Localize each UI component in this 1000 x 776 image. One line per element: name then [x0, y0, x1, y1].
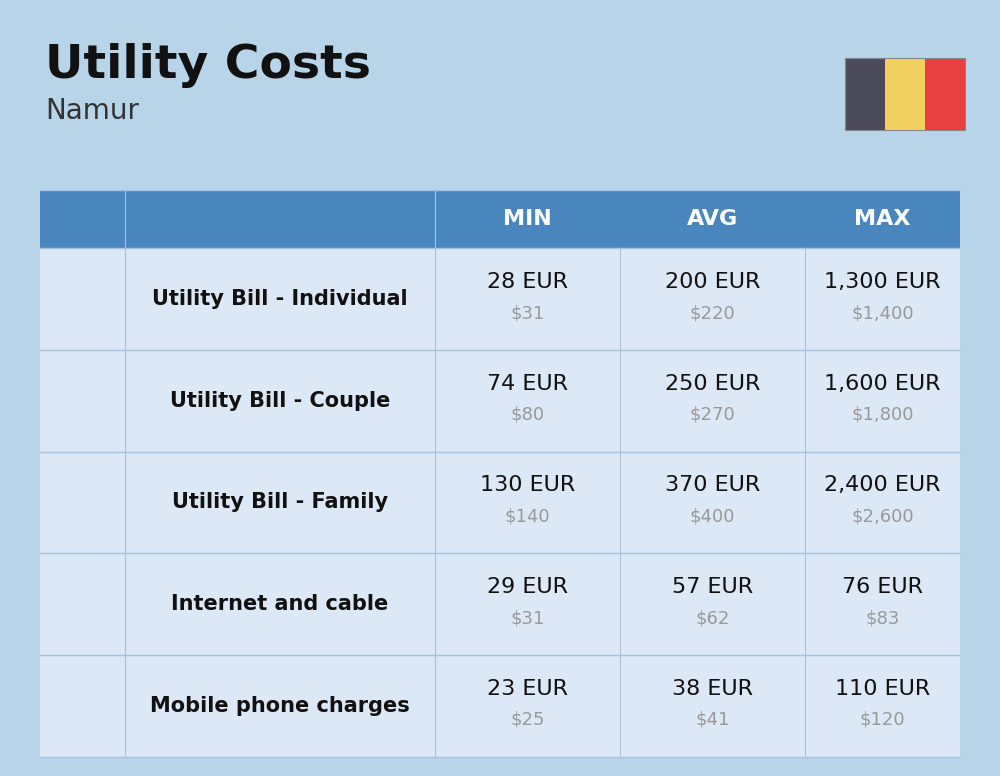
Text: $31: $31	[510, 304, 545, 322]
Text: AVG: AVG	[687, 210, 738, 229]
Text: $270: $270	[690, 406, 735, 424]
Text: 38 EUR: 38 EUR	[672, 679, 753, 698]
Text: 74 EUR: 74 EUR	[487, 374, 568, 393]
Text: $140: $140	[505, 508, 550, 525]
Text: 23 EUR: 23 EUR	[487, 679, 568, 698]
Text: 130 EUR: 130 EUR	[480, 476, 575, 495]
Text: $2,600: $2,600	[851, 508, 914, 525]
Text: Utility Costs: Utility Costs	[45, 43, 371, 88]
Text: $62: $62	[695, 609, 730, 627]
Text: 1,600 EUR: 1,600 EUR	[824, 374, 941, 393]
Text: Namur: Namur	[45, 97, 139, 125]
Text: Mobile phone charges: Mobile phone charges	[150, 696, 410, 715]
Text: 57 EUR: 57 EUR	[672, 577, 753, 597]
Text: 76 EUR: 76 EUR	[842, 577, 923, 597]
Text: $31: $31	[510, 609, 545, 627]
Text: $120: $120	[860, 711, 905, 729]
Text: Utility Bill - Individual: Utility Bill - Individual	[152, 289, 408, 309]
Text: 1,300 EUR: 1,300 EUR	[824, 272, 941, 292]
Text: $41: $41	[695, 711, 730, 729]
Text: Internet and cable: Internet and cable	[171, 594, 389, 614]
Text: MIN: MIN	[503, 210, 552, 229]
Text: Utility Bill - Couple: Utility Bill - Couple	[170, 391, 390, 411]
Text: 370 EUR: 370 EUR	[665, 476, 760, 495]
Text: 28 EUR: 28 EUR	[487, 272, 568, 292]
Text: 110 EUR: 110 EUR	[835, 679, 930, 698]
Text: 250 EUR: 250 EUR	[665, 374, 760, 393]
Text: MAX: MAX	[854, 210, 911, 229]
Text: $400: $400	[690, 508, 735, 525]
Text: $1,400: $1,400	[851, 304, 914, 322]
Text: $220: $220	[690, 304, 735, 322]
Text: $25: $25	[510, 711, 545, 729]
Text: $83: $83	[865, 609, 900, 627]
Text: 29 EUR: 29 EUR	[487, 577, 568, 597]
Text: 2,400 EUR: 2,400 EUR	[824, 476, 941, 495]
Text: Utility Bill - Family: Utility Bill - Family	[172, 493, 388, 512]
Text: 200 EUR: 200 EUR	[665, 272, 760, 292]
Text: $80: $80	[510, 406, 545, 424]
Text: $1,800: $1,800	[851, 406, 914, 424]
